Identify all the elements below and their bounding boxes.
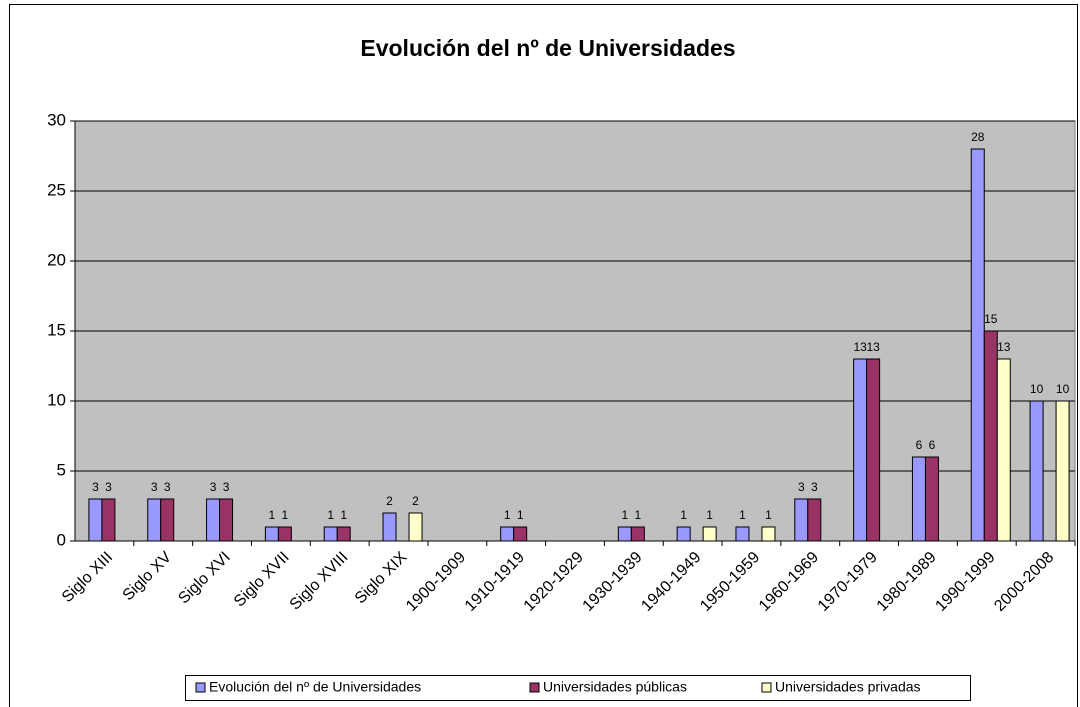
bar [630,526,645,542]
bar [853,358,868,542]
bar [911,456,926,542]
bar [1029,400,1044,542]
data-label: 13 [853,340,867,354]
data-label: 1 [706,508,713,522]
bar [924,456,939,542]
legend-swatch [195,682,206,693]
data-label: 1 [621,508,628,522]
data-label: 3 [164,480,171,494]
y-tick-label: 5 [57,460,66,479]
data-label: 1 [282,508,289,522]
bar [382,512,397,542]
y-tick-label: 20 [47,250,66,269]
bar [219,498,234,542]
bar [408,512,423,542]
bar [996,358,1011,542]
bar [264,526,279,542]
bar [761,526,776,542]
data-label: 3 [92,480,99,494]
bar [500,526,515,542]
data-label: 1 [680,508,687,522]
legend-label: Universidades públicas [543,679,687,695]
data-label: 2 [386,494,393,508]
bar [794,498,809,542]
data-label: 10 [1030,382,1044,396]
data-label: 13 [866,340,880,354]
legend: Evolución del nº de Universidades Univers… [185,675,971,701]
bar [702,526,717,542]
bar [277,526,292,542]
y-tick-label: 30 [47,110,66,129]
bar [101,498,116,542]
data-label: 15 [984,312,998,326]
data-label: 1 [634,508,641,522]
data-label: 28 [971,130,985,144]
bar [676,526,691,542]
bar [807,498,822,542]
data-label: 3 [798,480,805,494]
legend-swatch [529,682,540,693]
bar [336,526,351,542]
bar [513,526,528,542]
bar [147,498,162,542]
data-label: 1 [340,508,347,522]
data-label: 6 [916,438,923,452]
chart-title: Evolución del nº de Universidades [360,35,735,61]
legend-swatch [761,682,772,693]
bar [735,526,750,542]
data-label: 1 [765,508,772,522]
data-label: 1 [517,508,524,522]
bar [970,148,985,542]
data-label: 1 [504,508,511,522]
legend-label: Evolución del nº de Universidades [209,679,421,695]
data-label: 3 [151,480,158,494]
bar [323,526,338,542]
bar [88,498,103,542]
legend-box [185,675,971,701]
bar [983,330,998,542]
bar [206,498,221,542]
y-tick-label: 0 [57,530,66,549]
data-label: 3 [223,480,230,494]
data-label: 1 [327,508,334,522]
data-label: 2 [412,494,419,508]
data-label: 10 [1056,382,1070,396]
data-label: 3 [105,480,112,494]
bar [866,358,881,542]
data-label: 6 [929,438,936,452]
data-label: 3 [811,480,818,494]
bar [160,498,175,542]
bar [617,526,632,542]
data-label: 1 [269,508,276,522]
data-label: 1 [739,508,746,522]
bar [1055,400,1070,542]
y-tick-label: 10 [47,390,66,409]
y-tick-label: 25 [47,180,66,199]
legend-label: Universidades privadas [775,679,921,695]
data-label: 13 [997,340,1011,354]
y-tick-label: 15 [47,320,66,339]
data-label: 3 [210,480,217,494]
